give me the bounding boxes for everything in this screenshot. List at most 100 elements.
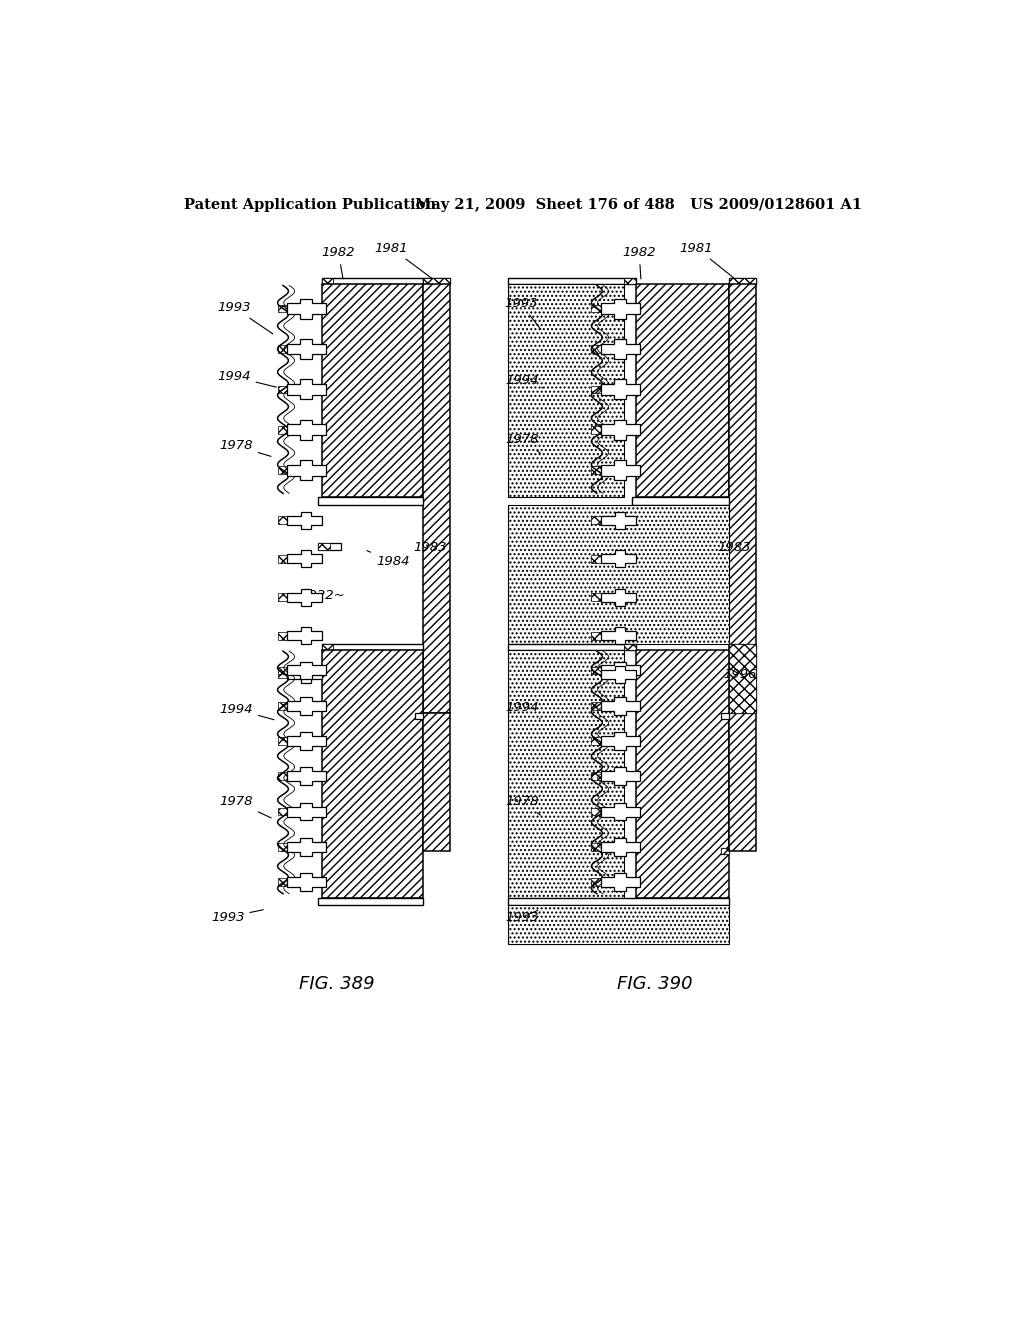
Bar — [322, 644, 334, 649]
Bar — [636, 649, 729, 898]
Bar — [508, 649, 624, 898]
Text: 1993: 1993 — [506, 911, 539, 924]
Text: 1978: 1978 — [219, 440, 271, 457]
Bar — [322, 644, 423, 649]
Bar — [423, 713, 450, 851]
Text: FIG. 389: FIG. 389 — [299, 974, 375, 993]
Bar — [729, 644, 756, 713]
Bar — [592, 554, 601, 562]
Text: 1981: 1981 — [375, 242, 432, 279]
Polygon shape — [287, 733, 326, 750]
Bar — [317, 544, 330, 549]
Bar — [278, 426, 287, 434]
Bar — [415, 713, 423, 719]
Polygon shape — [601, 838, 640, 855]
Bar — [278, 466, 287, 474]
Bar — [322, 649, 423, 898]
Bar — [721, 847, 729, 854]
Bar — [423, 277, 450, 284]
Polygon shape — [601, 697, 640, 714]
Polygon shape — [601, 550, 636, 568]
Bar — [592, 878, 601, 886]
Polygon shape — [601, 733, 640, 750]
Bar — [592, 345, 601, 352]
Text: Patent Application Publication: Patent Application Publication — [183, 198, 436, 213]
Bar — [729, 277, 756, 284]
Text: 1993: 1993 — [211, 909, 263, 924]
Bar — [278, 878, 287, 886]
Bar — [278, 772, 287, 780]
Bar — [278, 305, 287, 313]
Bar — [317, 498, 423, 506]
Bar — [592, 702, 601, 710]
Bar — [278, 843, 287, 851]
Polygon shape — [287, 589, 322, 606]
Bar — [508, 277, 636, 284]
Bar — [592, 808, 601, 816]
Text: 1994: 1994 — [219, 702, 274, 719]
Polygon shape — [601, 874, 640, 891]
Bar — [592, 305, 601, 313]
Polygon shape — [601, 379, 640, 400]
Polygon shape — [287, 298, 326, 318]
Bar — [592, 772, 601, 780]
Polygon shape — [287, 661, 326, 680]
Polygon shape — [287, 874, 326, 891]
Polygon shape — [287, 627, 322, 644]
Bar — [317, 898, 423, 906]
Polygon shape — [601, 298, 640, 318]
Bar — [508, 898, 729, 906]
Polygon shape — [287, 697, 326, 714]
Text: 1994: 1994 — [506, 701, 541, 719]
Bar — [721, 847, 729, 854]
Bar — [278, 671, 287, 678]
Bar — [592, 667, 601, 675]
Polygon shape — [287, 838, 326, 855]
Bar — [592, 671, 601, 678]
Bar — [729, 644, 756, 713]
Polygon shape — [287, 339, 326, 359]
Text: 1983: 1983 — [717, 541, 751, 554]
Bar — [278, 385, 287, 393]
Bar — [592, 466, 601, 474]
Bar — [592, 632, 601, 640]
Polygon shape — [287, 512, 322, 529]
Bar — [322, 277, 334, 284]
Bar — [592, 843, 601, 851]
Text: May 21, 2009  Sheet 176 of 488   US 2009/0128601 A1: May 21, 2009 Sheet 176 of 488 US 2009/01… — [415, 198, 862, 213]
Bar — [423, 277, 450, 284]
Bar — [322, 284, 423, 498]
Bar — [278, 737, 287, 744]
Polygon shape — [601, 803, 640, 821]
Bar — [278, 516, 287, 524]
Bar — [592, 737, 601, 744]
Polygon shape — [601, 420, 640, 440]
Bar — [632, 498, 729, 506]
Text: 1994: 1994 — [217, 370, 276, 387]
Bar — [423, 284, 450, 713]
Text: 1982: 1982 — [322, 247, 355, 279]
Polygon shape — [601, 661, 640, 680]
Bar — [592, 594, 601, 601]
Polygon shape — [287, 461, 326, 480]
Bar — [508, 506, 729, 644]
Bar — [278, 554, 287, 562]
Bar — [278, 594, 287, 601]
Polygon shape — [601, 767, 640, 785]
Bar — [317, 544, 341, 549]
Text: ~1922~: ~1922~ — [289, 589, 345, 602]
Bar — [721, 713, 729, 719]
Text: 1984: 1984 — [367, 550, 410, 568]
Bar — [592, 385, 601, 393]
Bar — [278, 667, 287, 675]
Polygon shape — [287, 803, 326, 821]
Bar — [508, 284, 624, 498]
Bar — [624, 644, 636, 649]
Polygon shape — [601, 627, 636, 644]
Text: 1978: 1978 — [506, 795, 541, 816]
Bar — [592, 516, 601, 524]
Bar — [322, 277, 423, 284]
Text: 1978: 1978 — [506, 433, 541, 453]
Text: 1993: 1993 — [504, 297, 541, 330]
Text: 1983: 1983 — [414, 541, 446, 554]
